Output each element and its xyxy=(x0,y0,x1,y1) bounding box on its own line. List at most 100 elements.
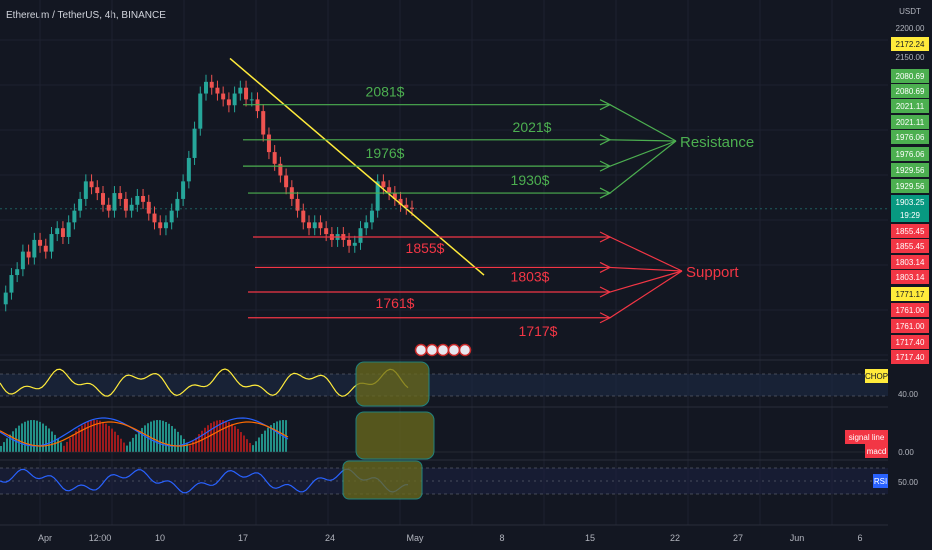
macd-histogram-bar xyxy=(117,435,119,452)
support-pointer xyxy=(609,270,683,293)
macd-histogram-bar xyxy=(279,420,281,452)
macd-histogram-bar xyxy=(27,420,29,452)
price-label-text: 1855.45 xyxy=(896,242,925,251)
candle-body xyxy=(221,93,226,100)
candle-body xyxy=(26,251,31,258)
candle-body xyxy=(129,204,134,211)
price-label-text: 1929.56 xyxy=(896,166,925,175)
indicator-axis-tick: 50.00 xyxy=(898,478,919,487)
macd-histogram-bar xyxy=(57,438,59,452)
macd-histogram-bar xyxy=(228,422,230,452)
macd-highlight-box xyxy=(355,411,435,460)
candle-body xyxy=(226,99,231,106)
indicator-tag-box xyxy=(865,444,888,458)
support-pointer xyxy=(609,270,683,319)
price-label-box xyxy=(891,239,929,253)
macd-histogram-bar xyxy=(171,426,173,452)
macd-histogram-bar xyxy=(210,423,212,452)
macd-histogram-bar xyxy=(72,434,74,452)
time-axis-tick: 12:00 xyxy=(89,533,112,543)
macd-histogram-bar xyxy=(243,435,245,452)
macd-histogram-bar xyxy=(222,420,224,452)
candle-body xyxy=(358,228,363,243)
candle-body xyxy=(118,193,123,199)
macd-histogram-bar xyxy=(135,434,137,452)
macd-histogram-bar xyxy=(111,428,113,452)
candle-body xyxy=(9,275,14,293)
macd-histogram-bar xyxy=(186,442,188,452)
macd-histogram-bar xyxy=(9,434,11,452)
candle-body xyxy=(141,196,146,202)
time-axis-tick: 6 xyxy=(857,533,862,543)
macd-histogram-bar xyxy=(189,445,191,452)
candle-body xyxy=(295,198,300,211)
time-axis-tick: Apr xyxy=(38,533,52,543)
candle-body xyxy=(238,87,243,94)
macd-histogram-bar xyxy=(201,430,203,452)
price-label-box xyxy=(891,208,929,222)
support-level-label: 1855$ xyxy=(406,240,445,256)
macd-histogram-bar xyxy=(60,442,62,452)
price-label-text: 1717.40 xyxy=(896,353,925,362)
time-axis-tick: Jun xyxy=(790,533,805,543)
macd-histogram-bar xyxy=(159,420,161,452)
price-label-box xyxy=(891,179,929,193)
macd-histogram-bar xyxy=(36,420,38,452)
candle-body xyxy=(163,222,168,229)
candle-body xyxy=(38,239,43,246)
macd-histogram-bar xyxy=(15,428,17,452)
macd-histogram-bar xyxy=(81,425,83,452)
candle-body xyxy=(15,269,20,276)
time-axis-tick: 8 xyxy=(499,533,504,543)
time-axis-tick: 24 xyxy=(325,533,335,543)
macd-histogram-bar xyxy=(153,420,155,452)
event-flag-icon xyxy=(414,343,428,357)
candle-body xyxy=(43,245,48,252)
candle-body xyxy=(112,193,117,211)
candle-body xyxy=(20,251,25,270)
macd-histogram-bar xyxy=(261,433,263,452)
chop-line xyxy=(0,368,409,397)
macd-histogram-bar xyxy=(156,420,158,452)
candle-body xyxy=(169,210,174,223)
price-label-box xyxy=(891,319,929,333)
candle-body xyxy=(301,210,306,223)
price-label-box xyxy=(891,287,929,301)
macd-histogram-bar xyxy=(204,427,206,452)
candle-body xyxy=(375,181,380,211)
macd-histogram-bar xyxy=(114,431,116,452)
rsi-line xyxy=(0,468,409,494)
macd-histogram-bar xyxy=(249,442,251,452)
event-flag-icon xyxy=(436,343,450,357)
candle-body xyxy=(278,163,283,176)
event-flag-icon xyxy=(425,343,439,357)
resistance-pointer xyxy=(609,139,677,142)
candle-body xyxy=(192,128,197,158)
macd-histogram-bar xyxy=(258,437,260,452)
indicator-axis-tick: 0.00 xyxy=(898,448,914,457)
price-label-text: 19:29 xyxy=(900,211,921,220)
price-label-text: 1771.17 xyxy=(896,290,925,299)
macd-histogram-bar xyxy=(105,423,107,452)
candle-body xyxy=(312,222,317,229)
price-label-box xyxy=(891,195,929,209)
candle-body xyxy=(3,292,8,305)
indicator-tag-text: RSI xyxy=(874,477,887,486)
price-label-text: 1717.40 xyxy=(896,338,925,347)
candle-body xyxy=(244,87,249,100)
price-label-box xyxy=(891,303,929,317)
macd-histogram-bar xyxy=(84,423,86,452)
macd-histogram-bar xyxy=(150,421,152,452)
resistance-pointer xyxy=(609,104,677,142)
support-pointer xyxy=(609,266,683,272)
price-label-box xyxy=(891,335,929,349)
macd-histogram-bar xyxy=(93,420,95,452)
candle-body xyxy=(364,222,369,229)
candle-body xyxy=(352,242,357,246)
chop-highlight-box xyxy=(355,361,430,407)
candle-body xyxy=(152,213,157,223)
macd-histogram-bar xyxy=(234,426,236,452)
macd-histogram-bar xyxy=(138,430,140,452)
resistance-label: Resistance xyxy=(680,134,754,151)
